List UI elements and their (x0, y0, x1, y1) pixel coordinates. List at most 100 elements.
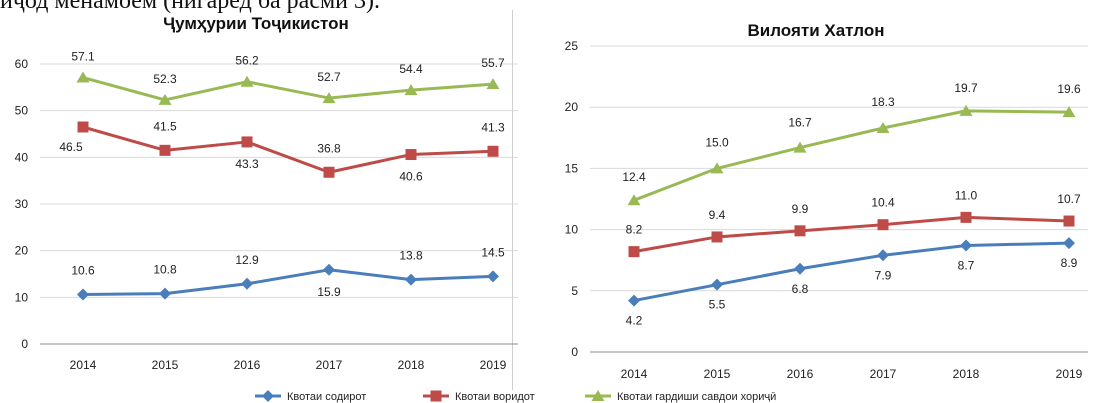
x-tick-label: 2016 (787, 367, 814, 381)
x-tick-label: 2018 (398, 358, 425, 372)
series-line-2 (633, 215, 1070, 254)
y-tick-label: 5 (571, 284, 578, 298)
data-point (877, 249, 889, 262)
data-label: 5.5 (709, 298, 726, 312)
chart-title: Ҷумҳурии Тоҷикистон (163, 14, 349, 33)
data-label: 56.2 (235, 54, 259, 68)
data-point (240, 75, 254, 87)
data-point (711, 278, 723, 291)
series-line-1 (82, 268, 494, 297)
legend-label: Квотаи воридот (455, 391, 535, 403)
data-point (1062, 106, 1076, 118)
data-label: 8.7 (958, 259, 975, 273)
data-label: 52.3 (153, 72, 177, 86)
data-label: 41.3 (481, 120, 505, 134)
x-tick-label: 2019 (1056, 367, 1083, 381)
data-label: 11.0 (955, 188, 978, 202)
data-point (487, 270, 499, 283)
data-point (404, 84, 418, 96)
y-tick-label: 0 (571, 345, 578, 359)
data-point (159, 144, 171, 156)
data-label: 13.8 (399, 249, 423, 263)
data-label: 40.6 (399, 170, 423, 184)
chart-divider (512, 10, 513, 390)
series-line-1 (633, 241, 1070, 303)
x-tick-label: 2016 (234, 358, 261, 372)
y-tick-label: 10 (565, 223, 579, 237)
data-point (877, 219, 889, 231)
data-label: 8.2 (626, 223, 643, 237)
data-point (486, 78, 500, 90)
y-tick-label: 50 (15, 104, 29, 118)
legend-label: Квотаи содирот (287, 391, 366, 403)
data-label: 16.7 (788, 116, 812, 130)
data-point (487, 145, 499, 157)
data-label: 10.7 (1057, 192, 1081, 206)
data-label: 52.7 (317, 70, 341, 84)
data-point (1063, 237, 1075, 250)
data-point (76, 71, 90, 83)
data-point (241, 136, 253, 148)
y-tick-label: 40 (15, 150, 29, 164)
data-label: 15.0 (705, 135, 729, 149)
data-point (405, 149, 417, 161)
x-tick-label: 2018 (953, 367, 980, 381)
data-label: 10.8 (153, 263, 177, 277)
data-label: 9.9 (792, 202, 809, 216)
data-label: 9.4 (709, 208, 726, 222)
data-label: 46.5 (59, 140, 83, 154)
y-tick-label: 30 (15, 197, 29, 211)
data-label: 6.8 (792, 282, 809, 296)
x-tick-label: 2019 (480, 358, 507, 372)
x-tick-label: 2017 (870, 367, 897, 381)
data-point (876, 122, 890, 134)
legend-label: Квотаи гардиши савдои хориҷӣ (617, 391, 776, 403)
data-point (960, 239, 972, 252)
y-tick-label: 10 (15, 290, 29, 304)
x-tick-label: 2015 (704, 367, 731, 381)
data-point (959, 104, 973, 116)
y-tick-label: 15 (565, 161, 579, 175)
data-label: 54.4 (399, 62, 423, 76)
legend-marker (430, 390, 442, 402)
data-label: 12.4 (622, 170, 646, 184)
y-tick-label: 20 (15, 244, 29, 258)
x-tick-label: 2017 (316, 358, 343, 372)
data-label: 19.6 (1057, 82, 1081, 96)
legend-marker (591, 390, 605, 401)
data-point (628, 294, 640, 307)
data-point (960, 211, 972, 223)
data-point (628, 246, 640, 258)
data-point (323, 263, 335, 276)
y-tick-label: 20 (565, 100, 579, 114)
y-tick-label: 0 (21, 337, 28, 351)
data-label: 19.7 (954, 81, 978, 95)
data-label: 41.5 (153, 119, 177, 133)
data-label: 14.5 (481, 245, 505, 259)
y-tick-label: 60 (15, 57, 29, 71)
data-label: 57.1 (71, 50, 95, 64)
data-point (710, 162, 724, 174)
x-tick-label: 2014 (621, 367, 648, 381)
data-point (405, 273, 417, 286)
series-line-3 (82, 76, 494, 102)
legend-marker (262, 390, 274, 402)
chart-2: Вилояти Хатлон 0 5 10 15 20 25 2014 2015 2016 2017… (565, 21, 1088, 381)
data-label: 36.8 (317, 141, 341, 155)
legend-item-2: Квотаи воридот (423, 390, 535, 403)
data-point (323, 166, 335, 178)
data-label: 12.9 (235, 253, 259, 267)
x-tick-label: 2015 (152, 358, 179, 372)
data-point (77, 121, 89, 133)
series-line-3 (633, 109, 1070, 202)
data-point (793, 141, 807, 153)
data-point (159, 287, 171, 300)
data-point (794, 225, 806, 237)
x-tick-label: 2014 (70, 358, 97, 372)
data-label: 7.9 (875, 268, 892, 282)
chart-1: Ҷумҳурии Тоҷикистон 0 10 20 30 40 50 60 2014 2015… (15, 14, 518, 372)
data-label: 10.6 (71, 264, 95, 278)
data-point (1063, 215, 1075, 227)
data-point (77, 288, 89, 301)
